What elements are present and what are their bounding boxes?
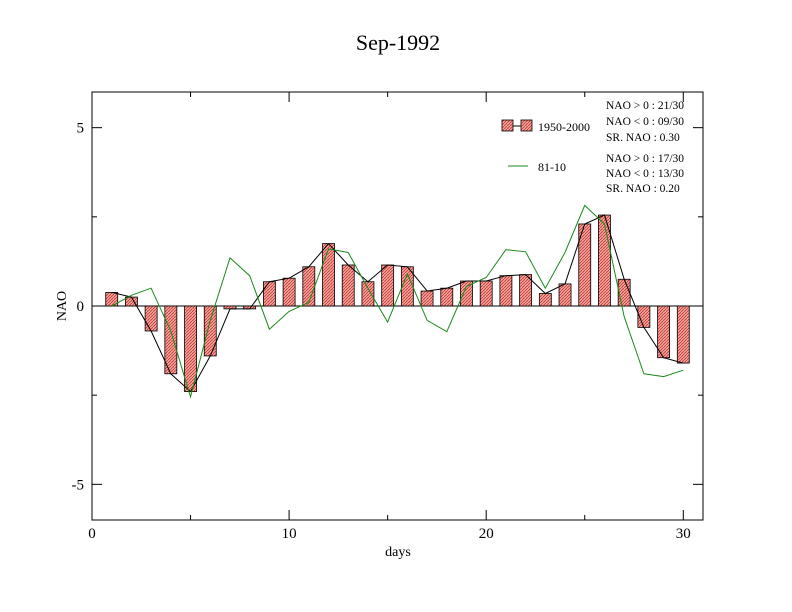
stat-line: NAO > 0 : 21/30	[606, 100, 684, 112]
x-tick-label: 0	[88, 526, 96, 542]
chart-title: Sep-1992	[356, 30, 440, 55]
y-tick-label: 0	[77, 299, 85, 315]
bar	[341, 264, 355, 307]
bar	[499, 275, 513, 307]
bar	[361, 281, 375, 307]
lines-layer	[111, 204, 684, 399]
bar	[203, 305, 217, 357]
x-axis-label: days	[385, 545, 411, 560]
x-tick-label: 20	[479, 526, 494, 542]
legend-bar-swatch-right	[520, 119, 533, 132]
series-line-81-10	[111, 204, 684, 399]
bar	[302, 266, 316, 307]
bar	[676, 305, 690, 364]
y-tick-label: -5	[72, 477, 85, 493]
stat-line: NAO < 0 : 09/30	[606, 116, 684, 128]
legend-label-series-2: 81-10	[538, 160, 566, 174]
stat-line: NAO > 0 : 17/30	[606, 153, 684, 165]
bar	[617, 278, 631, 307]
x-tick-label: 10	[282, 526, 297, 542]
bar	[420, 290, 434, 307]
legend: 1950-2000 81-10	[501, 119, 590, 174]
bar	[322, 243, 335, 307]
x-tick-label: 30	[676, 526, 691, 542]
legend-label-series-1: 1950-2000	[538, 120, 590, 134]
bar	[262, 281, 276, 307]
bar	[657, 305, 670, 359]
bar	[381, 264, 395, 307]
y-tick-label: 5	[77, 121, 85, 137]
stat-line: SR. NAO : 0.20	[606, 183, 680, 195]
bar	[479, 280, 493, 307]
stats-annotation: NAO > 0 : 21/30 NAO < 0 : 09/30 SR. NAO …	[606, 100, 684, 195]
bars-layer	[105, 214, 690, 392]
bar	[144, 305, 158, 332]
stat-line: SR. NAO : 0.30	[606, 132, 680, 144]
ticks-layer: -5 0 5 0 10 20 30	[72, 92, 703, 542]
stat-line: NAO < 0 : 13/30	[606, 168, 684, 180]
series-line-1950-2000	[111, 214, 684, 393]
bar	[538, 293, 552, 307]
bar	[282, 277, 296, 307]
bar	[558, 283, 572, 307]
bar	[440, 287, 454, 307]
legend-bar-swatch-left	[501, 119, 514, 132]
y-axis-label: NAO	[55, 291, 70, 321]
